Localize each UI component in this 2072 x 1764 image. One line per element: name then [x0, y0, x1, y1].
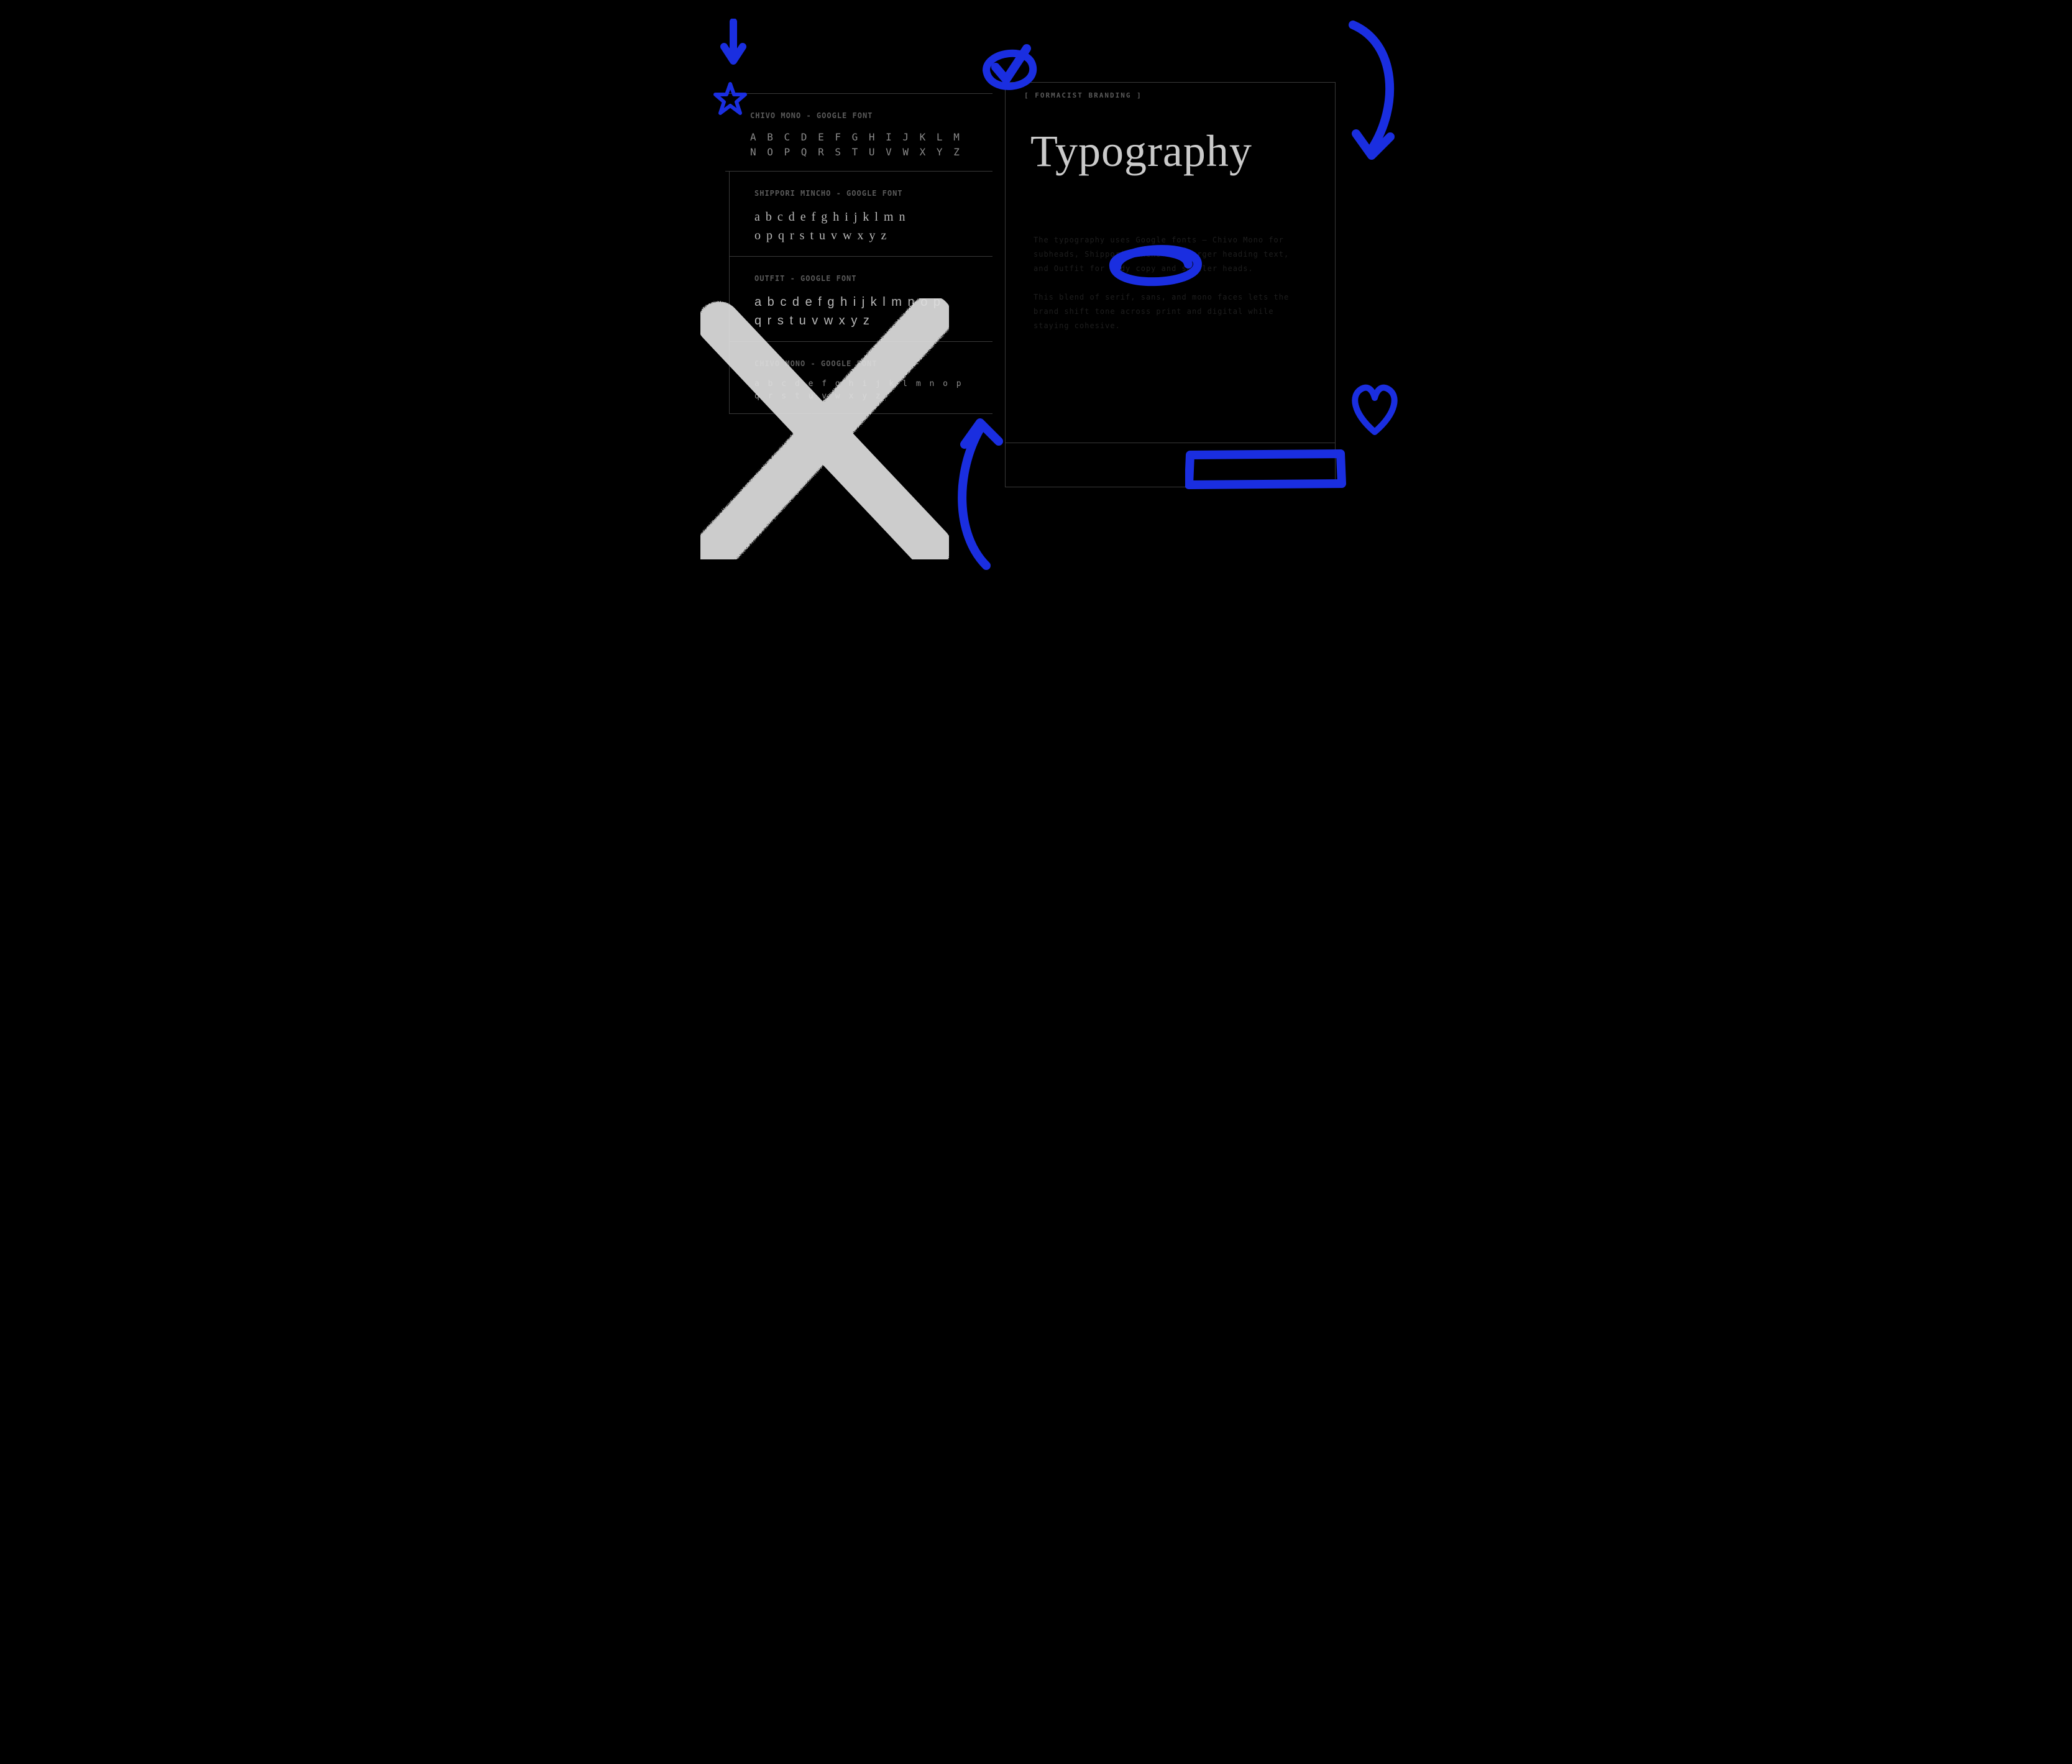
- down-arrow-icon: [718, 19, 749, 75]
- panel-footer: [1006, 443, 1335, 487]
- specimen-line: a b c d e f g h i j k l m n o p: [754, 293, 968, 311]
- canvas: CHIVO MONO - GOOGLE FONT A B C D E F G H…: [663, 0, 1409, 634]
- typography-panel: [ FORMACIST BRANDING ] Typography The ty…: [1005, 82, 1336, 487]
- panel-paragraph: This blend of serif, sans, and mono face…: [1034, 290, 1307, 333]
- panel-body: Typography The typography uses Google fo…: [1006, 107, 1335, 443]
- font-label: SHIPPORI MINCHO - GOOGLE FONT: [754, 189, 968, 198]
- specimen-outfit: a b c d e f g h i j k l m n o p q r s t …: [754, 293, 968, 330]
- specimen-line: o p q r s t u v w x y z: [754, 226, 968, 245]
- specimen-line: a b c d e f g h i j k l m n o p: [754, 378, 968, 390]
- panel-paragraph: The typography uses Google fonts — Chivo…: [1034, 233, 1307, 275]
- curved-arrow-up-icon: [943, 410, 1011, 572]
- font-block-chivo-lower: CHIVO MONO - GOOGLE FONT a b c d e f g h…: [729, 342, 992, 414]
- specimen-line: a b c d e f g h i j k l m n: [754, 208, 968, 226]
- specimen-chivo-lower: a b c d e f g h i j k l m n o p q r s t …: [754, 378, 968, 402]
- font-label: CHIVO MONO - GOOGLE FONT: [754, 359, 968, 368]
- font-block-outfit: OUTFIT - GOOGLE FONT a b c d e f g h i j…: [729, 257, 992, 342]
- specimen-line: N O P Q R S T U V W X Y Z: [750, 145, 968, 160]
- font-specimen-column: CHIVO MONO - GOOGLE FONT A B C D E F G H…: [725, 93, 992, 414]
- font-label: OUTFIT - GOOGLE FONT: [754, 274, 968, 283]
- curved-arrow-right-icon: [1328, 19, 1403, 174]
- panel-title: Typography: [1030, 126, 1310, 177]
- font-block-shippori: SHIPPORI MINCHO - GOOGLE FONT a b c d e …: [729, 172, 992, 257]
- heart-icon: [1347, 379, 1403, 441]
- specimen-line: q r s t u v w x y z: [754, 311, 968, 330]
- specimen-chivo-upper: A B C D E F G H I J K L M N O P Q R S T …: [750, 130, 968, 160]
- specimen-line: q r s t u v w x y z: [754, 390, 968, 403]
- panel-copy: The typography uses Google fonts — Chivo…: [1034, 233, 1307, 333]
- font-label: CHIVO MONO - GOOGLE FONT: [750, 111, 968, 120]
- specimen-shippori: a b c d e f g h i j k l m n o p q r s t …: [754, 208, 968, 245]
- font-block-chivo-upper: CHIVO MONO - GOOGLE FONT A B C D E F G H…: [725, 94, 992, 172]
- panel-header: [ FORMACIST BRANDING ]: [1006, 83, 1335, 107]
- specimen-line: A B C D E F G H I J K L M: [750, 130, 968, 145]
